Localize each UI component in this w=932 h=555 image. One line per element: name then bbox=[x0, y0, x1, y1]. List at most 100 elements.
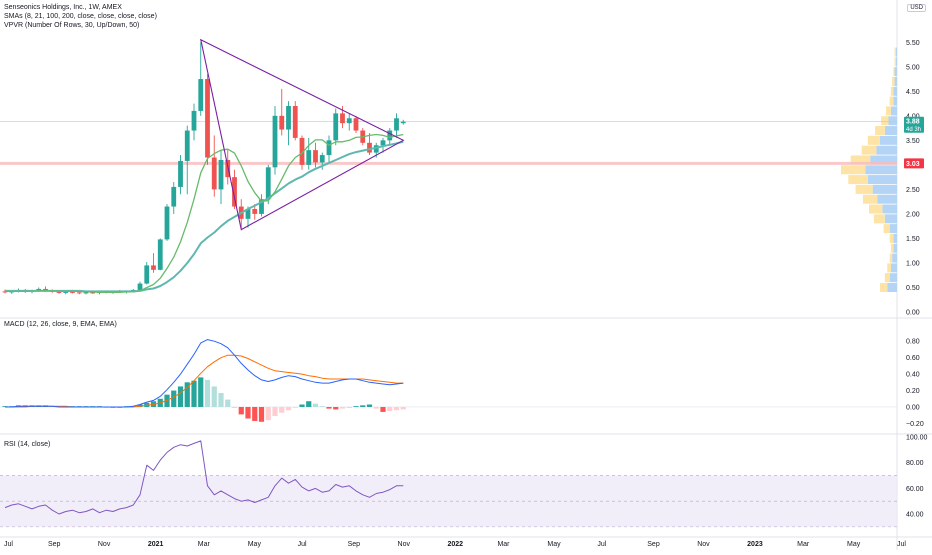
macd-histogram-bar bbox=[333, 406, 339, 410]
macd-histogram-bar bbox=[319, 406, 325, 407]
volume-profile-down-bar bbox=[887, 263, 891, 273]
time-tick-label: Nov bbox=[98, 541, 111, 548]
time-tick-label: May bbox=[547, 541, 561, 548]
volume-profile-up-bar bbox=[890, 106, 897, 116]
time-tick-label: Sep bbox=[647, 541, 660, 548]
macd-histogram-bar bbox=[360, 405, 366, 407]
candle-body bbox=[353, 118, 359, 131]
candle-body bbox=[76, 292, 82, 294]
candle-body bbox=[205, 79, 210, 158]
legend-main: Senseonics Holdings, Inc., 1W, AMEX SMAs… bbox=[4, 3, 157, 30]
candle-body bbox=[279, 115, 285, 130]
time-tick-label: Sep bbox=[48, 541, 61, 548]
volume-profile-down-bar bbox=[879, 282, 888, 292]
volume-profile-down-bar bbox=[881, 116, 889, 126]
volume-profile-up-bar bbox=[893, 233, 897, 243]
candle-body bbox=[157, 239, 163, 270]
candle-body bbox=[43, 288, 48, 291]
rsi-tick-label: 100.00 bbox=[906, 435, 928, 442]
volume-profile-down-bar bbox=[894, 57, 896, 67]
time-tick-label: 2022 bbox=[448, 541, 464, 548]
rsi-tick-label: 40.00 bbox=[906, 512, 924, 519]
volume-profile-up-bar bbox=[887, 282, 897, 292]
candle-body bbox=[373, 145, 379, 153]
macd-histogram-bar bbox=[279, 406, 285, 413]
volume-profile-up-bar bbox=[895, 47, 897, 57]
volume-profile-up-bar bbox=[879, 135, 897, 145]
volume-profile-down-bar bbox=[883, 224, 890, 234]
macd-tick-label: 0.20 bbox=[906, 388, 920, 395]
volume-profile-up-bar bbox=[888, 116, 897, 126]
price-tick-label: 5.50 bbox=[906, 40, 920, 47]
candle-body bbox=[394, 118, 399, 131]
last-price-badge bbox=[904, 116, 924, 133]
horizontal-level-line bbox=[0, 161, 897, 165]
volume-profile-up-bar bbox=[877, 194, 897, 204]
macd-histogram-bar bbox=[312, 403, 319, 407]
volume-profile-down-bar bbox=[893, 67, 895, 77]
hline-price-badge bbox=[904, 158, 924, 169]
rsi-legend[interactable]: RSI (14, close) bbox=[4, 441, 51, 448]
volume-profile-up-bar bbox=[893, 96, 897, 106]
macd-legend[interactable]: MACD (12, 26, close, 9, EMA, EMA) bbox=[4, 321, 117, 328]
macd-histogram-bar bbox=[238, 406, 244, 415]
volume-profile-down-bar bbox=[848, 175, 868, 185]
sma-legend[interactable]: SMAs (8, 21, 100, 200, close, close, clo… bbox=[4, 13, 157, 20]
volume-profile-down-bar bbox=[850, 155, 871, 165]
volume-profile-down-bar bbox=[862, 194, 878, 204]
volume-profile-up-bar bbox=[890, 263, 897, 273]
macd-tick-label: −0.20 bbox=[906, 421, 924, 428]
countdown-label: 4d 3h bbox=[906, 127, 921, 133]
candle-body bbox=[387, 130, 393, 141]
time-tick-label: Mar bbox=[797, 541, 810, 548]
volume-profile-down-bar bbox=[867, 135, 880, 145]
time-tick-label: Jul bbox=[597, 541, 606, 548]
candle-body bbox=[252, 209, 258, 214]
candle-body bbox=[313, 150, 318, 163]
macd-histogram-bar bbox=[171, 390, 177, 407]
macd-histogram-bar bbox=[252, 406, 258, 421]
volume-profile-up-bar bbox=[870, 155, 897, 165]
candle-body bbox=[171, 186, 177, 207]
macd-histogram-bar bbox=[346, 406, 352, 408]
macd-histogram-bar bbox=[380, 406, 386, 412]
time-tick-label: May bbox=[847, 541, 861, 548]
time-tick-label: Mar bbox=[198, 541, 211, 548]
currency-badge[interactable]: USD bbox=[907, 4, 926, 12]
volume-profile-down-bar bbox=[886, 106, 891, 116]
volume-profile-up-bar bbox=[884, 126, 897, 136]
volume-profile-down-bar bbox=[873, 214, 885, 224]
candle-body bbox=[70, 291, 75, 293]
time-tick-label: Jul bbox=[298, 541, 307, 548]
candle-body bbox=[272, 115, 278, 168]
price-tick-label: 3.50 bbox=[906, 138, 920, 145]
macd-histogram-bar bbox=[387, 406, 393, 412]
volume-profile-down-bar bbox=[892, 76, 895, 86]
time-tick-label: Jul bbox=[4, 541, 13, 548]
macd-histogram-bar bbox=[177, 386, 184, 407]
volume-profile-up-bar bbox=[895, 57, 897, 67]
candle-body bbox=[63, 291, 69, 293]
volume-profile-up-bar bbox=[889, 224, 897, 234]
candle-body bbox=[191, 110, 197, 131]
macd-tick-label: 0.80 bbox=[906, 339, 920, 346]
candle-body bbox=[340, 113, 345, 124]
vpvr-legend[interactable]: VPVR (Number Of Rows, 30, Up/Down, 50) bbox=[4, 22, 140, 29]
candle-body bbox=[306, 150, 312, 165]
macd-histogram-bar bbox=[245, 406, 251, 419]
volume-profile-down-bar bbox=[889, 96, 894, 106]
time-tick-label: 2021 bbox=[148, 541, 164, 548]
candle-body bbox=[151, 265, 156, 270]
price-tick-label: 2.50 bbox=[906, 187, 920, 194]
candle-body bbox=[245, 209, 251, 219]
candle-body bbox=[184, 130, 190, 161]
macd-histogram-bar bbox=[306, 401, 312, 407]
price-tick-label: 0.50 bbox=[906, 285, 920, 292]
volume-profile-up-bar bbox=[892, 253, 897, 263]
symbol-title[interactable]: Senseonics Holdings, Inc., 1W, AMEX bbox=[4, 4, 122, 11]
macd-histogram-bar bbox=[218, 393, 224, 407]
candle-body bbox=[333, 113, 339, 141]
candle-body bbox=[292, 106, 298, 138]
